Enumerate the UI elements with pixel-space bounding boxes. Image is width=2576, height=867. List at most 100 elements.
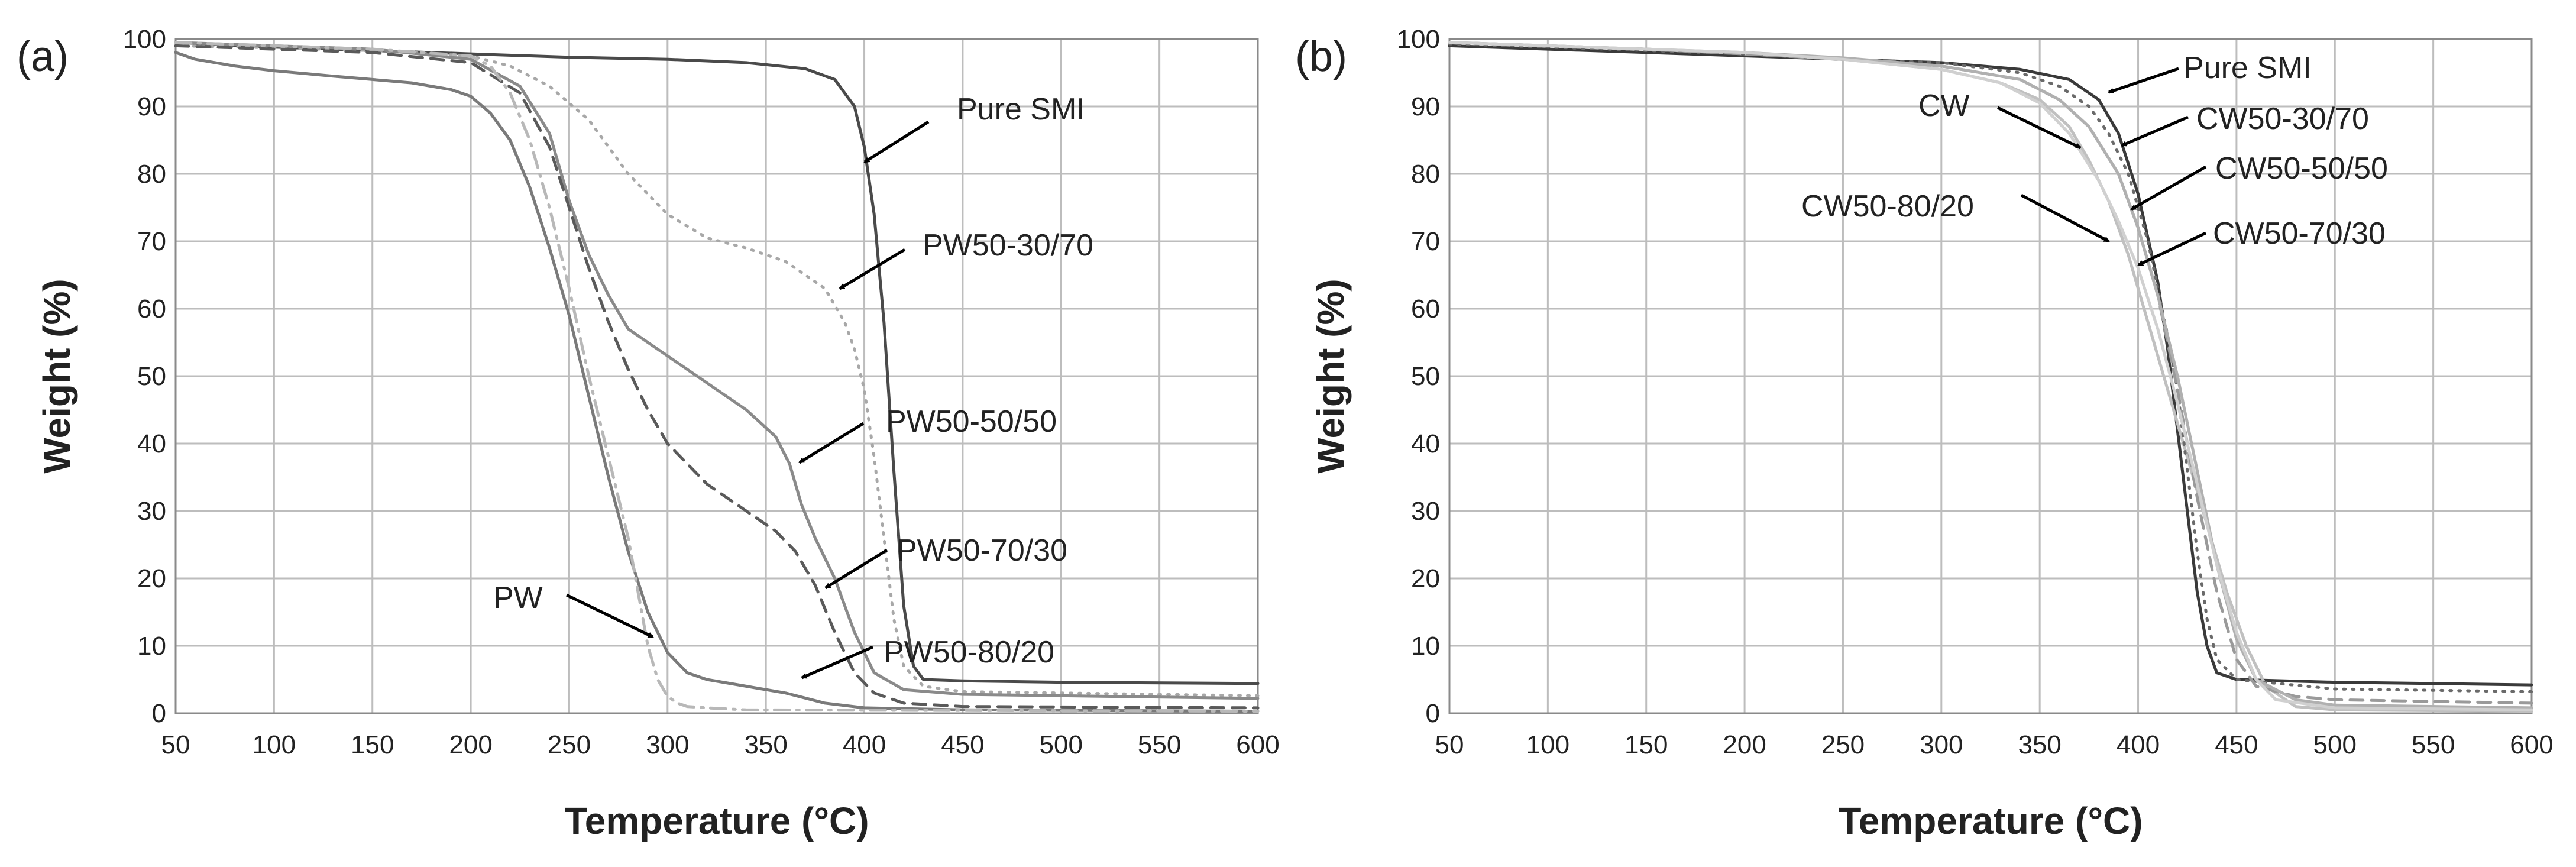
panel-a-y-tick-0: 0 <box>152 699 166 728</box>
panel-b-y-tick-20: 20 <box>1411 564 1440 593</box>
panel-a-y-tick-60: 60 <box>137 295 166 323</box>
panel-a-series-pw50-50-50 <box>174 41 1260 700</box>
annotation-pure-smi-a: Pure SMI <box>957 92 1085 127</box>
panel-b-y-tick-60: 60 <box>1411 295 1440 323</box>
panel-b-x-tick-450: 450 <box>2215 730 2258 759</box>
annotation-cw50-80-20: CW50-80/20 <box>1801 189 1974 224</box>
panel-b-y-axis-title: Weight (%) <box>1309 279 1352 473</box>
panel-b-series-cw50-70-30 <box>1448 41 2533 710</box>
panel-b-plot-frame <box>1448 38 2533 714</box>
panel-a-x-tick-500: 500 <box>1040 730 1083 759</box>
panel-b-y-tick-labels: 0 10 20 30 40 50 60 70 80 90 100 <box>1397 25 1440 728</box>
panel-a-x-tick-600: 600 <box>1236 730 1279 759</box>
panel-b-x-tick-350: 350 <box>2018 730 2061 759</box>
panel-a-x-tick-250: 250 <box>548 730 591 759</box>
panel-b-y-tick-90: 90 <box>1411 92 1440 121</box>
panel-a-y-tick-30: 30 <box>137 497 166 526</box>
panel-a-x-tick-100: 100 <box>253 730 296 759</box>
annotation-arrow-pw50-30-70 <box>839 248 906 290</box>
panel-a-y-tick-labels: 0 10 20 30 40 50 60 70 80 90 100 <box>123 25 166 728</box>
panel-b-y-tick-40: 40 <box>1411 429 1440 458</box>
panel-a-y-tick-100: 100 <box>123 25 166 54</box>
annotation-pure-smi-b: Pure SMI <box>2183 51 2312 85</box>
panel-b-x-tick-150: 150 <box>1624 730 1668 759</box>
annotation-pw50-80-20: PW50-80/20 <box>884 635 1054 669</box>
annotation-arrow-pw <box>565 593 654 639</box>
panel-a-chart: 0 10 20 30 40 50 60 70 80 90 100 50 100 150 200 250 300… <box>17 25 1280 842</box>
panel-b-x-tick-100: 100 <box>1526 730 1569 759</box>
annotation-pw50-30-70: PW50-30/70 <box>923 228 1093 263</box>
panel-a-label: (a) <box>17 33 69 80</box>
panel-a-x-tick-450: 450 <box>941 730 984 759</box>
annotation-cw50-30-70: CW50-30/70 <box>2196 102 2369 136</box>
panel-a-y-axis-title: Weight (%) <box>35 279 78 473</box>
panel-b-gridlines <box>1448 38 2533 714</box>
panel-a-x-tick-300: 300 <box>646 730 689 759</box>
annotation-arrow-cw50-70-30 <box>2137 231 2207 267</box>
panel-b-label: (b) <box>1295 33 1347 80</box>
panel-b-y-tick-70: 70 <box>1411 227 1440 256</box>
panel-b-x-tick-400: 400 <box>2117 730 2160 759</box>
panel-b-y-tick-0: 0 <box>1426 699 1440 728</box>
panel-a-gridlines <box>174 38 1259 714</box>
panel-b-x-tick-550: 550 <box>2412 730 2455 759</box>
panel-a-plot-frame <box>174 38 1259 714</box>
annotation-arrow-pw50-70-30 <box>824 548 888 590</box>
panel-a-y-tick-50: 50 <box>137 362 166 391</box>
annotation-pw50-70-30: PW50-70/30 <box>897 533 1067 568</box>
panel-a-series-pw <box>174 41 1260 713</box>
panel-b-series-cw50-80-20 <box>1448 41 2533 711</box>
annotation-arrow-pure-smi-a <box>863 120 930 164</box>
panel-b-x-tick-labels: 50 100 150 200 250 300 350 400 450 500 550 600 <box>1435 730 2554 759</box>
panel-a-series-pw50-80-20 <box>174 51 1260 713</box>
annotation-arrow-pure-smi-b <box>2108 67 2179 94</box>
annotation-arrow-pw50-80-20 <box>801 645 873 680</box>
annotation-cw50-70-30: CW50-70/30 <box>2213 216 2386 251</box>
panel-a-series-group <box>174 41 1260 713</box>
annotation-pw: PW <box>493 581 543 615</box>
panel-b-x-tick-50: 50 <box>1435 730 1464 759</box>
panel-b-y-tick-80: 80 <box>1411 160 1440 189</box>
panel-b-series-cw50-50-50 <box>1448 41 2533 705</box>
panel-a-x-tick-400: 400 <box>843 730 886 759</box>
panel-b-chart: 0 10 20 30 40 50 60 70 80 90 100 50 100 150 200 250 300… <box>1295 25 2554 842</box>
panel-b-x-tick-300: 300 <box>1920 730 1963 759</box>
panel-a-x-tick-550: 550 <box>1138 730 1181 759</box>
panel-a-y-tick-10: 10 <box>137 632 166 661</box>
annotation-arrow-cw50-80-20 <box>2020 193 2110 243</box>
panel-b-x-axis-title: Temperature (°C) <box>1838 800 2143 842</box>
panel-b-y-tick-50: 50 <box>1411 362 1440 391</box>
panel-a-y-tick-70: 70 <box>137 227 166 256</box>
panel-b-series-pure-smi <box>1448 44 2533 687</box>
panel-b-x-tick-250: 250 <box>1821 730 1865 759</box>
annotation-cw: CW <box>1918 89 1970 123</box>
panel-a-x-tick-350: 350 <box>744 730 787 759</box>
panel-b-y-tick-100: 100 <box>1397 25 1440 54</box>
panel-a-series-pure-smi <box>174 41 1260 685</box>
panel-a-x-tick-50: 50 <box>161 730 190 759</box>
panel-b-x-tick-600: 600 <box>2510 730 2553 759</box>
panel-a-x-tick-labels: 50 100 150 200 250 300 350 400 450 500 550 600 <box>161 730 1280 759</box>
panel-a-x-tick-150: 150 <box>351 730 394 759</box>
panel-a-y-tick-40: 40 <box>137 429 166 458</box>
annotation-cw50-50-50: CW50-50/50 <box>2215 151 2388 186</box>
panel-a-y-tick-90: 90 <box>137 92 166 121</box>
panel-a-x-axis-title: Temperature (°C) <box>564 800 869 842</box>
annotation-arrow-cw50-50-50 <box>2130 165 2207 211</box>
panel-a-x-tick-200: 200 <box>449 730 492 759</box>
panel-a-y-tick-80: 80 <box>137 160 166 189</box>
panel-b-x-tick-200: 200 <box>1723 730 1766 759</box>
panel-a-series-pw50-70-30 <box>174 44 1260 710</box>
panel-a-series-pw50-30-70 <box>174 44 1260 697</box>
annotation-arrow-cw50-30-70 <box>2121 115 2189 147</box>
panel-b-series-group <box>1448 41 2533 713</box>
annotation-arrow-pw50-50-50 <box>798 422 865 464</box>
panel-b-x-tick-500: 500 <box>2313 730 2357 759</box>
panel-b-series-cw50-30-70 <box>1448 42 2533 693</box>
panel-b-y-tick-30: 30 <box>1411 497 1440 526</box>
annotation-arrow-cw <box>1996 106 2082 150</box>
annotation-pw50-50-50: PW50-50/50 <box>886 405 1057 439</box>
panel-b-y-tick-10: 10 <box>1411 632 1440 661</box>
panel-a-y-tick-20: 20 <box>137 564 166 593</box>
